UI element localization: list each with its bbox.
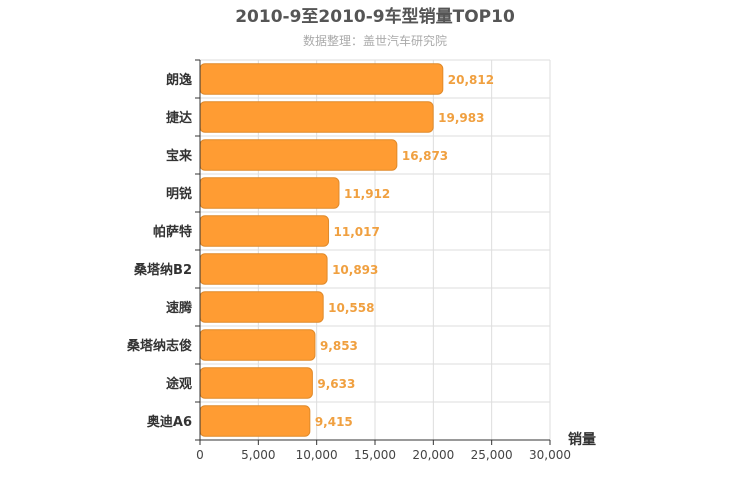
data-label: 11,912 [344,187,390,201]
category-label: 捷达 [166,110,192,126]
category-label: 桑塔纳志俊 [126,338,192,354]
data-label: 9,633 [317,377,355,391]
category-label: 桑塔纳B2 [133,262,192,278]
bar [199,101,434,133]
x-tick-label: 30,000 [529,448,571,462]
chart-subtitle: 数据整理：盖世汽车研究院 [303,33,447,48]
x-tick-label: 15,000 [354,448,396,462]
x-tick-label: 0 [196,448,204,462]
bar [199,367,313,399]
bar [199,63,444,95]
category-label: 奥迪A6 [147,414,192,430]
data-label: 9,415 [315,415,353,429]
data-label: 20,812 [448,73,494,87]
bar [199,253,328,285]
bar [199,177,340,209]
data-label: 10,558 [328,301,374,315]
category-label: 明锐 [166,186,192,202]
data-label: 9,853 [320,339,358,353]
category-label: 途观 [166,376,192,392]
x-tick-label: 10,000 [296,448,338,462]
x-axis-title: 销量 [568,431,596,448]
bar [199,405,311,437]
bar [199,291,324,323]
bar [199,139,398,171]
chart-title: 2010-9至2010-9车型销量TOP10 [235,6,515,27]
bars: 朗逸 20,812 捷达 19,983 宝来 16,873 明锐 11,912 帕萨特 11,01… [126,63,494,437]
axes: 0 5,000 10,000 15,000 20,000 25,000 30,000 [195,59,571,462]
data-label: 11,017 [334,225,380,239]
x-tick-label: 25,000 [471,448,513,462]
data-label: 16,873 [402,149,448,163]
x-tick-label: 5,000 [241,448,275,462]
bar [199,329,316,361]
data-label: 19,983 [438,111,484,125]
category-label: 朗逸 [166,72,192,88]
bar [199,215,330,247]
category-label: 帕萨特 [153,224,192,240]
data-label: 10,893 [332,263,378,277]
x-tick-label: 20,000 [412,448,454,462]
category-label: 宝来 [166,148,193,164]
category-label: 速腾 [166,300,193,316]
